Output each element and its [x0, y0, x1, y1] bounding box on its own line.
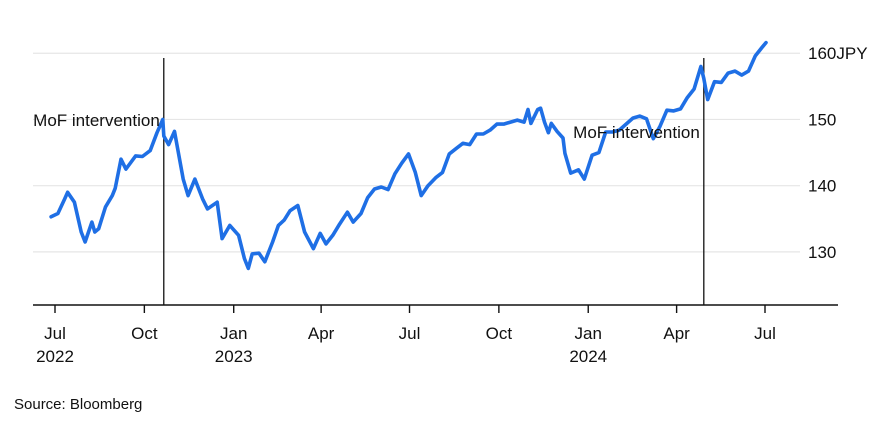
- series-line: [49, 40, 768, 271]
- x-tick-label: Jan: [220, 324, 247, 343]
- x-tick-label: Jul: [44, 324, 66, 343]
- x-year-label: 2024: [569, 347, 607, 366]
- x-tick-label: Jan: [575, 324, 602, 343]
- price-series: [49, 40, 768, 271]
- y-tick-label: 140: [808, 177, 836, 196]
- y-tick-label: 130: [808, 243, 836, 262]
- y-tick-label: 150: [808, 110, 836, 129]
- intervention-label: MoF intervention: [33, 111, 160, 130]
- usd-jpy-line-chart: 160JPY 150 140 130 Jul 2022 Oct Jan 2023 Apr Jul O…: [33, 40, 868, 366]
- y-tick-label: 160JPY: [808, 44, 868, 63]
- intervention-label: MoF intervention: [573, 123, 700, 142]
- x-axis: Jul 2022 Oct Jan 2023 Apr Jul Oct Jan 2024 Apr Jul: [33, 304, 838, 366]
- x-tick-label: Apr: [308, 324, 335, 343]
- y-axis-labels: 160JPY 150 140 130: [808, 44, 868, 262]
- x-tick-label: Oct: [131, 324, 158, 343]
- x-tick-label: Apr: [663, 324, 690, 343]
- x-tick-label: Jul: [754, 324, 776, 343]
- x-year-label: 2022: [36, 347, 74, 366]
- gridlines: [33, 52, 800, 253]
- source-note: Source: Bloomberg: [14, 396, 143, 413]
- x-tick-label: Jul: [399, 324, 421, 343]
- x-tick-label: Oct: [486, 324, 513, 343]
- x-year-label: 2023: [215, 347, 253, 366]
- intervention-markers: [163, 58, 705, 305]
